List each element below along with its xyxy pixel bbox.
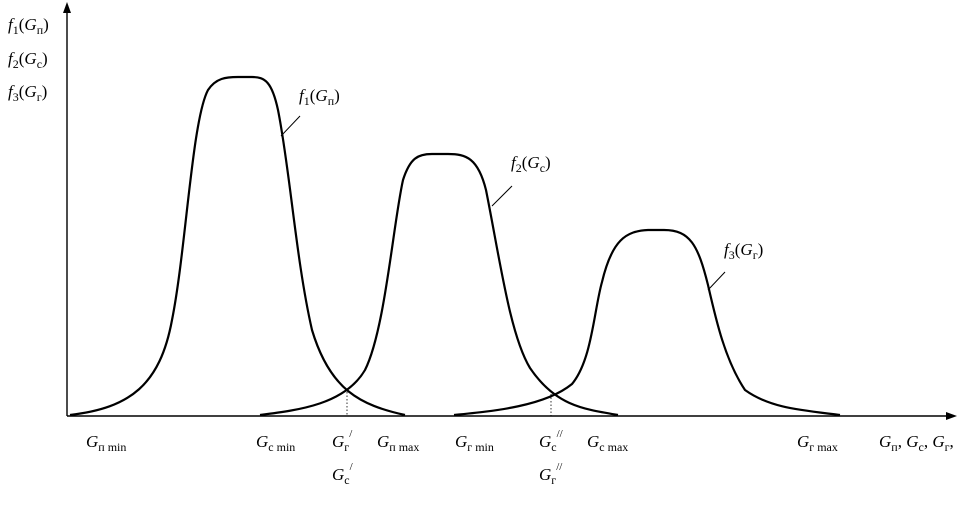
y-axis-label-f3: f3(Gг) — [8, 82, 47, 104]
x-tick-label-gr-prime: Gг/ — [332, 428, 353, 454]
leader-f1 — [280, 115, 301, 137]
x-tick-label-gr-min: Gг min — [455, 432, 494, 454]
curve-f3-gr — [453, 228, 841, 417]
x-tick-label-gp-min: Gп min — [86, 432, 126, 454]
svg-text:Gс//: Gс// — [539, 428, 564, 454]
x-tick-label-gr-max: Gг max — [797, 432, 838, 454]
svg-text:Gг max: Gг max — [797, 432, 838, 454]
curve-label-f3: f3(Gг) — [724, 240, 763, 262]
svg-text:Gг/: Gг/ — [332, 428, 353, 454]
svg-text:f1(Gп): f1(Gп) — [299, 86, 340, 108]
y-axis-arrowhead — [63, 2, 71, 13]
x-tick-label-gp-max: Gп max — [377, 432, 419, 454]
svg-text:Gп, Gс, Gг,: Gп, Gс, Gг, — [879, 432, 954, 454]
x-tick-label-gc-max: Gс max — [587, 432, 628, 454]
svg-text:f3(Gг): f3(Gг) — [724, 240, 763, 262]
svg-text:Gс max: Gс max — [587, 432, 628, 454]
curve-label-f2: f2(Gс) — [511, 153, 551, 175]
leader-f3 — [707, 271, 726, 291]
curve-label-f1: f1(Gп) — [299, 86, 340, 108]
x-tick-label-gr-double-prime: Gг// — [539, 461, 563, 487]
svg-text:Gс min: Gс min — [256, 432, 295, 454]
x-axis-label: Gп, Gс, Gг, — [879, 432, 954, 454]
y-axis-label-f2: f2(Gс) — [8, 49, 48, 71]
curve-f2-gc — [259, 152, 619, 417]
svg-text:f2(Gс): f2(Gс) — [511, 153, 551, 175]
x-tick-label-gc-prime: Gс/ — [332, 461, 354, 487]
svg-text:f2(Gс): f2(Gс) — [8, 49, 48, 71]
leader-f2 — [491, 185, 513, 207]
svg-text:Gс/: Gс/ — [332, 461, 354, 487]
svg-text:f1(Gп): f1(Gп) — [8, 15, 49, 37]
svg-text:Gп max: Gп max — [377, 432, 419, 454]
svg-text:f3(Gг): f3(Gг) — [8, 82, 47, 104]
x-tick-label-gc-min: Gс min — [256, 432, 295, 454]
x-tick-label-gc-double-prime: Gс// — [539, 428, 564, 454]
y-axis-label-f1: f1(Gп) — [8, 15, 49, 37]
svg-text:Gп min: Gп min — [86, 432, 126, 454]
svg-text:Gг//: Gг// — [539, 461, 563, 487]
curve-f1-gp — [69, 75, 406, 417]
svg-text:Gг min: Gг min — [455, 432, 494, 454]
x-axis-arrowhead — [946, 412, 957, 420]
